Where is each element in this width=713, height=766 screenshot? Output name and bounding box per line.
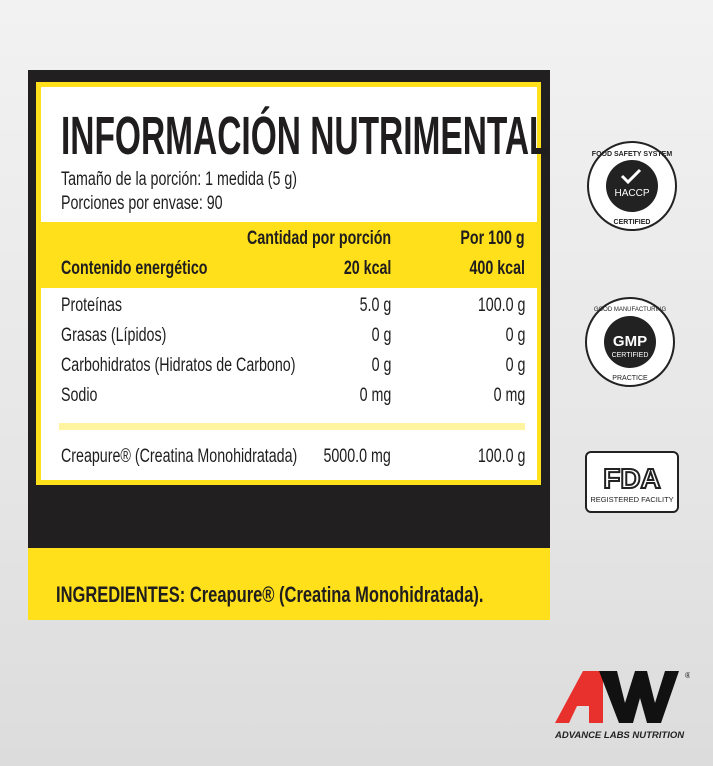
energy-per-serving: 20 kcal — [343, 258, 391, 279]
row-per-100: 100.0 g — [477, 446, 525, 467]
nutrition-table: INFORMACIÓN NUTRIMENTAL Tamaño de la por… — [36, 82, 550, 485]
row-per-100: 100.0 g — [477, 295, 525, 316]
energy-band: Cantidad por porción Por 100 g Contenido… — [41, 222, 537, 288]
svg-text:®: ® — [685, 671, 690, 680]
servings-per-container: Porciones por envase: 90 — [61, 193, 223, 214]
table-row: Carbohidratos (Hidratos de Carbono) 0 g 0 … — [41, 353, 537, 381]
serving-size: Tamaño de la porción: 1 medida (5 g) — [61, 169, 298, 190]
energy-label: Contenido energético — [61, 258, 208, 279]
gmp-bottom-text: PRACTICE — [612, 375, 648, 382]
row-per-serving: 0 g — [371, 325, 391, 346]
col-header-per-100: Por 100 g — [460, 228, 525, 249]
row-per-100: 0 mg — [493, 385, 525, 406]
brand-name: ADVANCE LABS NUTRITION — [555, 730, 685, 741]
gmp-text: GMP — [613, 333, 647, 350]
gmp-sub-text: CERTIFIED — [612, 352, 649, 359]
brand-logo-icon: ® ADVANCE LABS NUTRITION — [555, 671, 690, 741]
table-row: Sodio 0 mg 0 mg — [41, 383, 537, 411]
row-per-serving: 0 mg — [359, 385, 391, 406]
row-label: Creapure® (Creatina Monohidratada) — [61, 446, 298, 467]
row-label: Grasas (Lípidos) — [61, 325, 167, 346]
row-per-serving: 5000.0 mg — [323, 446, 391, 467]
gmp-top-text: GOOD MANUFACTURING — [594, 307, 667, 313]
row-label: Proteínas — [61, 295, 122, 316]
row-per-100: 0 g — [505, 355, 525, 376]
fda-text: FDA — [603, 463, 661, 494]
row-per-serving: 5.0 g — [359, 295, 391, 316]
divider — [59, 423, 525, 430]
table-row: Proteínas 5.0 g 100.0 g — [41, 293, 537, 321]
table-row-creapure: Creapure® (Creatina Monohidratada) 5000.0… — [41, 444, 537, 472]
ingredients-text: INGREDIENTES: Creapure® (Creatina Monohi… — [56, 582, 484, 607]
haccp-bottom-text: CERTIFIED — [614, 219, 651, 226]
fda-bottom-text: REGISTERED FACILITY — [590, 495, 673, 504]
haccp-badge-icon: HACCP FOOD SAFETY SYSTEM CERTIFIED — [587, 141, 677, 231]
row-per-serving: 0 g — [371, 355, 391, 376]
table-row: Grasas (Lípidos) 0 g 0 g — [41, 323, 537, 351]
haccp-top-text: FOOD SAFETY SYSTEM — [592, 151, 673, 158]
ingredients-band: INGREDIENTES: Creapure® (Creatina Monohi… — [28, 548, 550, 620]
row-label: Carbohidratos (Hidratos de Carbono) — [61, 355, 296, 376]
col-header-per-serving: Cantidad por porción — [246, 228, 391, 249]
gmp-badge-icon: GMP CERTIFIED GOOD MANUFACTURING PRACTIC… — [585, 297, 675, 387]
fda-badge-icon: FDA REGISTERED FACILITY — [585, 451, 679, 513]
label-title: INFORMACIÓN NUTRIMENTAL — [61, 106, 550, 166]
energy-per-100: 400 kcal — [469, 258, 525, 279]
row-label: Sodio — [61, 385, 98, 406]
row-per-100: 0 g — [505, 325, 525, 346]
haccp-text: HACCP — [614, 188, 649, 199]
